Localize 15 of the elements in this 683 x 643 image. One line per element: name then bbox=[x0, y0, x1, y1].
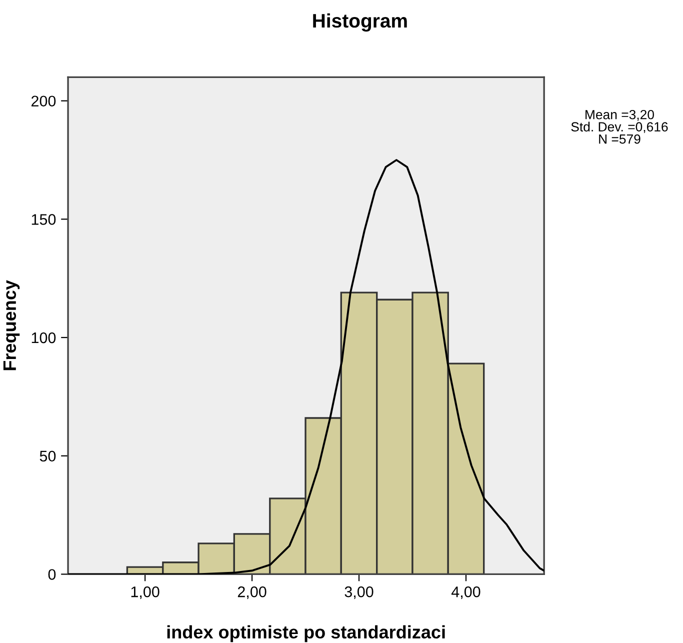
y-tick-label: 150 bbox=[32, 214, 56, 225]
text: N =579 bbox=[599, 134, 640, 144]
x-tick-label: 2,00 bbox=[238, 586, 266, 600]
y-tick-label: 0 bbox=[48, 569, 56, 580]
y-tick-label: 200 bbox=[32, 96, 56, 107]
x-tick-label: 3,00 bbox=[344, 586, 374, 600]
x-tick-label: 1,00 bbox=[131, 586, 160, 600]
text: Mean =3,20 bbox=[586, 110, 654, 121]
chart-title: Histogram bbox=[313, 13, 407, 32]
x-axis-title: index optimiste po standardizaci bbox=[167, 625, 445, 642]
y-axis-title: Frequency bbox=[3, 280, 20, 370]
y-tick-label: 50 bbox=[40, 450, 56, 462]
x-tick-label: 4,00 bbox=[451, 586, 480, 600]
text: Std. Dev. =0,616 bbox=[571, 122, 668, 134]
y-tick-label: 100 bbox=[32, 332, 56, 344]
